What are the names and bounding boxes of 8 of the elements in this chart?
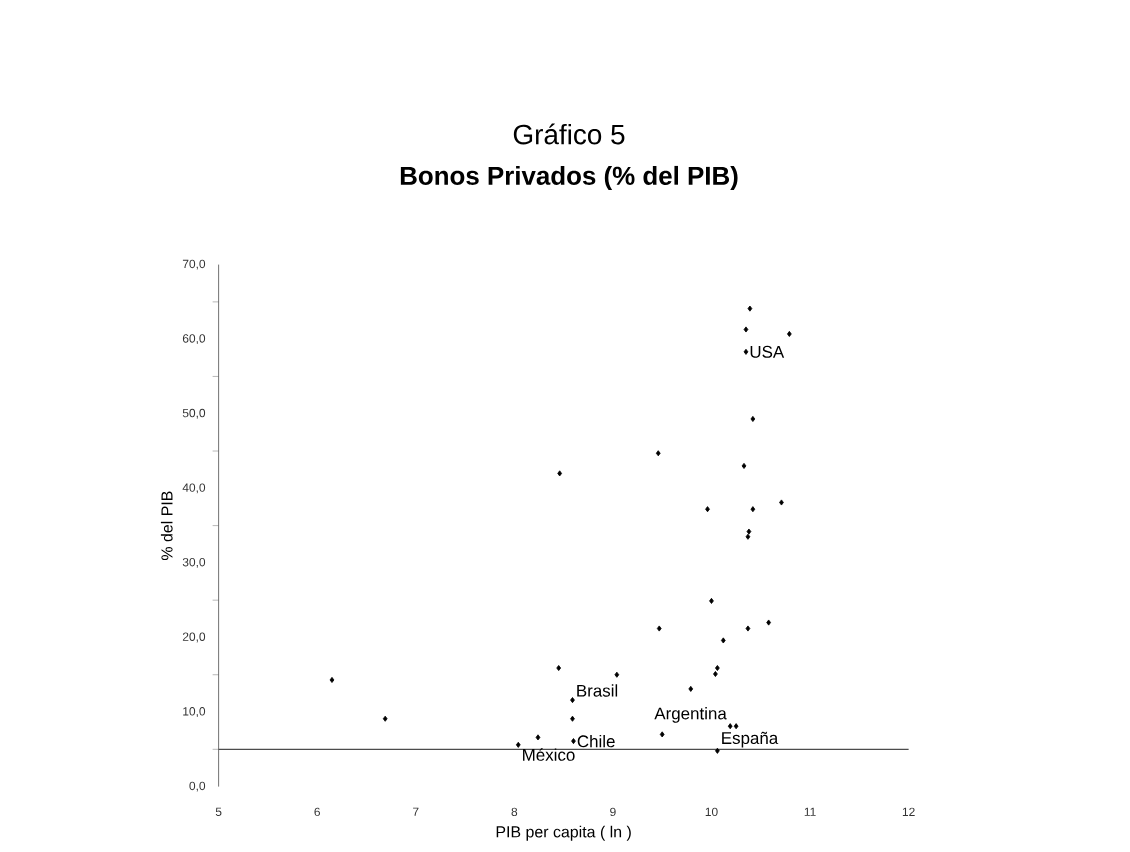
chart-subtitle: Bonos Privados (% del PIB) xyxy=(400,165,738,191)
annotation: España xyxy=(722,731,779,748)
annotation: México xyxy=(523,748,575,761)
annotation: Chile xyxy=(577,734,615,748)
annotation: Brasil xyxy=(577,684,618,697)
annotation: USA xyxy=(750,345,785,358)
chart-title: Gráfico 5 xyxy=(513,123,625,145)
annotation: Argentina xyxy=(654,707,727,723)
